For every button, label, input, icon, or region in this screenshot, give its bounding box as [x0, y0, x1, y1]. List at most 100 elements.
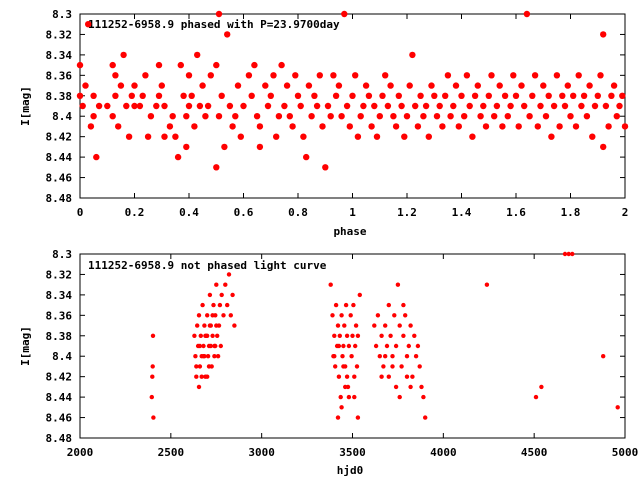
data-point [504, 113, 511, 120]
data-point [403, 113, 411, 120]
data-point [322, 164, 329, 171]
data-point [210, 313, 215, 318]
y-tick-label: 8.46 [46, 172, 73, 185]
data-point [206, 364, 212, 369]
data-point [387, 82, 394, 89]
y-tick-label: 8.42 [46, 131, 73, 144]
data-point [158, 82, 165, 89]
data-point [341, 10, 348, 18]
x-axis-title: hjd0 [337, 464, 364, 477]
data-point [353, 323, 359, 328]
data-point [305, 82, 313, 89]
data-point [215, 10, 223, 18]
data-point [397, 394, 402, 400]
data-point [115, 123, 122, 130]
y-tick-label: 8.44 [46, 151, 73, 164]
data-point [333, 364, 338, 369]
data-point [76, 92, 84, 100]
data-point [82, 82, 89, 89]
data-point [594, 92, 601, 100]
data-point [562, 251, 568, 257]
data-point [230, 292, 235, 298]
data-point [123, 102, 130, 110]
x-tick-label: 1.2 [397, 206, 417, 219]
y-tick-label: 8.36 [46, 309, 73, 322]
data-point [161, 102, 168, 110]
data-point [144, 133, 152, 140]
data-point [336, 343, 342, 349]
data-points [149, 251, 620, 420]
data-point [207, 72, 214, 79]
data-point [510, 72, 517, 79]
data-point [204, 102, 212, 110]
data-point [185, 72, 193, 79]
data-point [383, 354, 388, 359]
data-point [338, 394, 343, 400]
data-point [196, 384, 202, 390]
data-point [442, 92, 449, 100]
data-point [267, 92, 274, 100]
data-point [539, 384, 544, 390]
data-point [194, 374, 199, 379]
data-point [316, 72, 323, 79]
data-point [379, 92, 386, 100]
data-point [85, 21, 92, 28]
data-point [491, 113, 498, 120]
data-point [217, 302, 223, 308]
data-point [248, 92, 255, 100]
data-point [136, 102, 144, 110]
data-point [210, 333, 215, 338]
data-point [373, 343, 379, 349]
x-tick-label: 2 [622, 206, 629, 219]
data-point [355, 415, 361, 420]
data-point [341, 364, 346, 369]
data-point [256, 143, 264, 151]
data-point [223, 282, 228, 287]
tick-layer: 2000 2500 3000 3500 4000 4500 5000 8.3 8.32 8.34 8… [46, 248, 639, 459]
data-point [289, 123, 296, 130]
data-point [342, 323, 347, 328]
data-point [501, 92, 509, 100]
plot-frame [79, 253, 626, 439]
data-point [340, 354, 345, 359]
data-point [202, 323, 207, 328]
data-point [215, 333, 220, 338]
data-point [383, 323, 388, 328]
data-point [196, 313, 202, 318]
data-point [471, 92, 479, 100]
data-point [493, 102, 501, 110]
x-tick-label: 0.6 [234, 206, 254, 219]
data-point [559, 92, 566, 100]
data-point [150, 333, 156, 338]
data-point [196, 102, 204, 110]
data-point [339, 405, 344, 410]
data-point [608, 92, 615, 100]
data-point [349, 354, 354, 359]
data-point [313, 102, 321, 110]
data-point [213, 61, 220, 69]
data-point [125, 133, 133, 140]
x-tick-label: 1 [349, 206, 356, 219]
data-point [591, 102, 599, 110]
data-point [398, 102, 405, 110]
data-point [213, 164, 220, 171]
data-point [150, 374, 155, 379]
data-point [390, 354, 395, 359]
data-point [357, 113, 364, 120]
data-point [297, 102, 304, 110]
data-point [324, 102, 332, 110]
data-point [335, 323, 341, 328]
x-tick-label: 4000 [430, 446, 457, 459]
data-point [572, 123, 580, 130]
data-point [198, 333, 203, 338]
data-point [207, 323, 213, 328]
data-point [300, 133, 307, 140]
data-point [214, 282, 219, 287]
data-point [518, 82, 525, 89]
y-tick-label: 8.44 [46, 391, 73, 404]
y-tick-label: 8.38 [46, 330, 73, 343]
data-point [404, 354, 410, 359]
data-point [87, 123, 95, 130]
data-point [350, 333, 355, 338]
